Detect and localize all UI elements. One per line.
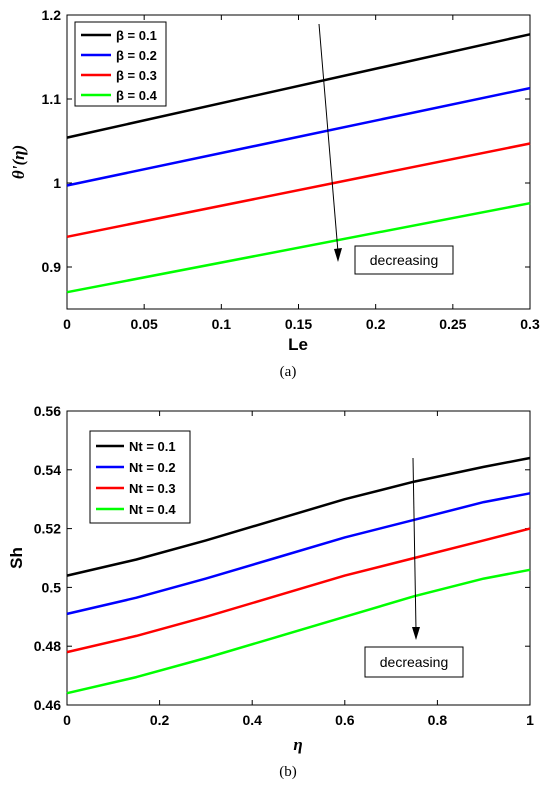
y-tick-label: 0.48 — [34, 638, 61, 654]
y-tick-label: 0.52 — [34, 521, 61, 537]
series-line-b-2 — [66, 527, 531, 654]
y-axis-label-b: Sh — [7, 547, 26, 569]
x-axis-label-a: Le — [288, 335, 308, 354]
series-line-b-1 — [66, 492, 531, 616]
y-tick-label: 0.54 — [34, 462, 61, 478]
legend-label-b-3: Nt = 0.4 — [129, 502, 176, 517]
legend-label-a-2: β = 0.3 — [116, 68, 157, 83]
axis-ticks-a: 0 0.05 0.1 0.15 0.2 0.25 0.3 0.9 1 1.1 1.2 — [42, 7, 540, 332]
x-axis-label-b: η — [293, 735, 302, 754]
series-line-a-3 — [66, 201, 531, 294]
series-line-a-1 — [66, 86, 531, 187]
legend-label-b-0: Nt = 0.1 — [129, 439, 176, 454]
y-tick-label: 0.56 — [34, 403, 61, 419]
annotation-text-a: decreasing — [370, 252, 439, 268]
axis-ticks-b: 0 0.2 0.4 0.6 0.8 1 0.46 0.48 0.5 0.52 0.54 0.56 — [34, 403, 534, 728]
legend-a: β = 0.1 β = 0.2 β = 0.3 β = 0.4 — [74, 21, 167, 107]
x-tick-label: 0.15 — [285, 316, 312, 332]
x-tick-label: 0.2 — [150, 712, 170, 728]
x-tick-label: 0.4 — [242, 712, 262, 728]
x-tick-label: 0.2 — [366, 316, 386, 332]
series-line-b-3 — [66, 568, 531, 695]
x-tick-label: 0.6 — [335, 712, 355, 728]
y-tick-label: 0.9 — [42, 259, 62, 275]
series-line-a-2 — [66, 142, 531, 239]
x-tick-label: 0 — [63, 712, 71, 728]
x-tick-label: 0.3 — [520, 316, 540, 332]
annotation-box-b — [364, 646, 464, 678]
legend-label-b-2: Nt = 0.3 — [129, 481, 176, 496]
legend-label-a-3: β = 0.4 — [116, 88, 158, 103]
trend-arrow-head-b — [412, 627, 420, 640]
legend-b: Nt = 0.1 Nt = 0.2 Nt = 0.3 Nt = 0.4 — [89, 430, 191, 524]
trend-arrow-head-a — [334, 248, 342, 262]
legend-label-b-1: Nt = 0.2 — [129, 460, 176, 475]
y-axis-label-a: θ'(η) — [9, 145, 28, 179]
annotation-box-a — [354, 245, 454, 275]
series-line-a-0 — [66, 33, 531, 139]
x-tick-label: 0.8 — [428, 712, 448, 728]
y-tick-label: 1 — [53, 175, 61, 191]
series-lines-a — [66, 33, 531, 294]
legend-label-a-0: β = 0.1 — [116, 28, 157, 43]
y-tick-label: 0.46 — [34, 697, 61, 713]
panel-label-b: (b) — [279, 764, 297, 780]
annotation-text-b: decreasing — [380, 654, 449, 670]
series-lines-b — [66, 456, 531, 695]
annotation-b: decreasing — [364, 457, 464, 678]
x-tick-label: 0 — [63, 316, 71, 332]
x-tick-label: 0.1 — [212, 316, 232, 332]
chart-panel-b: 0 0.2 0.4 0.6 0.8 10.460.480.50.520.540.56 η … — [7, 403, 534, 780]
trend-arrow-shaft-a — [318, 23, 339, 253]
legend-label-a-1: β = 0.2 — [116, 48, 157, 63]
panel-label-a: (a) — [280, 364, 297, 380]
x-tick-label: 0.25 — [439, 316, 466, 332]
y-tick-label: 0.5 — [42, 579, 62, 595]
annotation-a: decreasing — [318, 23, 454, 275]
x-tick-label: 0.05 — [131, 316, 158, 332]
trend-arrow-shaft-b — [412, 457, 417, 631]
series-line-b-0 — [66, 456, 531, 577]
chart-panel-a: 0 0.05 0.1 0.15 0.2 0.25 0.3 0.9 1 1.1 1.2 Le θ'(η… — [9, 7, 540, 380]
x-tick-label: 1 — [526, 712, 534, 728]
y-tick-label: 1.2 — [42, 7, 62, 23]
y-tick-label: 1.1 — [42, 91, 62, 107]
